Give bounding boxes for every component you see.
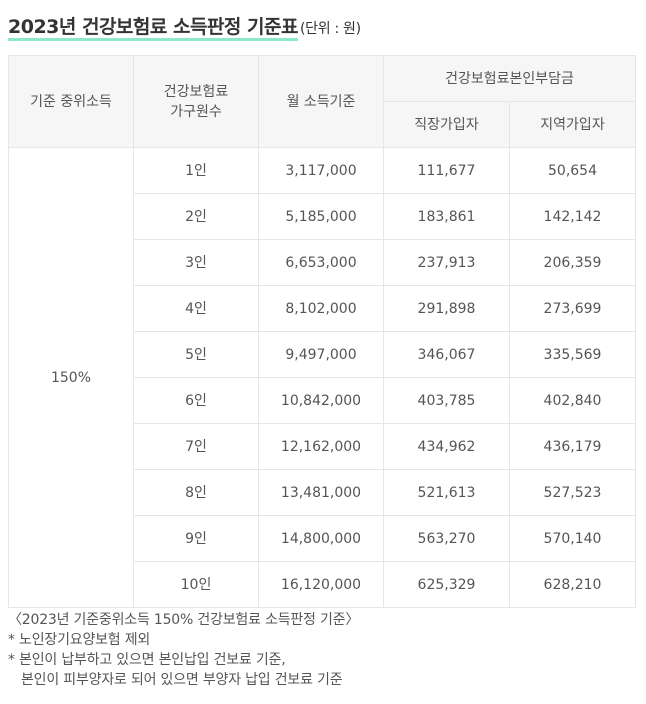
- table-row: 2인 5,185,000 183,861 142,142: [9, 193, 636, 240]
- regional-premium-cell: 628,210: [509, 561, 636, 608]
- household-members-cell: 1인: [133, 147, 259, 194]
- header-monthly-income: 월 소득기준: [258, 55, 384, 148]
- regional-premium-cell: 273,699: [509, 285, 636, 332]
- header-household-line2: 가구원수: [170, 103, 222, 120]
- employee-premium-cell: 183,861: [383, 193, 510, 240]
- household-members-cell: 2인: [133, 193, 259, 240]
- monthly-income-cell: 6,653,000: [258, 239, 384, 286]
- footnote-1: * 노인장기요양보험 제외: [8, 632, 151, 648]
- header-median-income: 기준 중위소득: [8, 55, 134, 148]
- regional-premium-cell: 402,840: [509, 377, 636, 424]
- header-household-line1: 건강보험료: [163, 83, 229, 100]
- monthly-income-cell: 10,842,000: [258, 377, 384, 424]
- table-row: 8인 13,481,000 521,613 527,523: [9, 469, 636, 516]
- footnote-2-line1: * 본인이 납부하고 있으면 본인납입 건보료 기준,: [8, 652, 286, 668]
- employee-premium-cell: 403,785: [383, 377, 510, 424]
- household-members-cell: 6인: [133, 377, 259, 424]
- regional-premium-cell: 206,359: [509, 239, 636, 286]
- header-employee: 직장가입자: [383, 101, 510, 148]
- household-members-cell: 5인: [133, 331, 259, 378]
- income-standard-table: 기준 중위소득 건강보험료 가구원수 월 소득기준 건강보험료본인부담금 직장가…: [8, 55, 636, 608]
- employee-premium-cell: 237,913: [383, 239, 510, 286]
- table-row: 9인 14,800,000 563,270 570,140: [9, 515, 636, 562]
- table-header-row: 기준 중위소득 건강보험료 가구원수 월 소득기준 건강보험료본인부담금: [8, 55, 636, 148]
- table-body: 150% 1인 3,117,000 111,677 50,654 2인 5,185,000 1…: [8, 147, 636, 608]
- household-members-cell: 8인: [133, 469, 259, 516]
- header-regional: 지역가입자: [509, 101, 636, 148]
- table-row: 5인 9,497,000 346,067 335,569: [9, 331, 636, 378]
- monthly-income-cell: 5,185,000: [258, 193, 384, 240]
- table-row: 150% 1인 3,117,000 111,677 50,654: [8, 147, 636, 608]
- regional-premium-cell: 50,654: [509, 147, 636, 194]
- monthly-income-cell: 9,497,000: [258, 331, 384, 378]
- table-row: 10인 16,120,000 625,329 628,210: [9, 561, 636, 608]
- employee-premium-cell: 111,677: [383, 147, 510, 194]
- header-self-pay: 건강보험료본인부담금: [383, 55, 636, 102]
- regional-premium-cell: 142,142: [509, 193, 636, 240]
- regional-premium-cell: 335,569: [509, 331, 636, 378]
- table-row: 6인 10,842,000 403,785 402,840: [9, 377, 636, 424]
- employee-premium-cell: 563,270: [383, 515, 510, 562]
- employee-premium-cell: 291,898: [383, 285, 510, 332]
- household-members-cell: 3인: [133, 239, 259, 286]
- header-household-members: 건강보험료 가구원수: [133, 55, 259, 148]
- regional-premium-cell: 436,179: [509, 423, 636, 470]
- monthly-income-cell: 3,117,000: [258, 147, 384, 194]
- monthly-income-cell: 16,120,000: [258, 561, 384, 608]
- monthly-income-cell: 8,102,000: [258, 285, 384, 332]
- monthly-income-cell: 14,800,000: [258, 515, 384, 562]
- footnote-caption: 〈2023년 기준중위소득 150% 건강보험료 소득판정 기준〉: [8, 612, 360, 628]
- median-income-cell: 150%: [8, 147, 134, 608]
- regional-premium-cell: 527,523: [509, 469, 636, 516]
- table-row: 7인 12,162,000 434,962 436,179: [9, 423, 636, 470]
- monthly-income-cell: 12,162,000: [258, 423, 384, 470]
- monthly-income-cell: 13,481,000: [258, 469, 384, 516]
- title-main: 2023년 건강보험료 소득판정 기준표: [8, 12, 298, 42]
- regional-premium-cell: 570,140: [509, 515, 636, 562]
- employee-premium-cell: 434,962: [383, 423, 510, 470]
- household-members-cell: 4인: [133, 285, 259, 332]
- table-row: 4인 8,102,000 291,898 273,699: [9, 285, 636, 332]
- table-subheader-row: 직장가입자 지역가입자: [9, 101, 636, 148]
- household-members-cell: 7인: [133, 423, 259, 470]
- employee-premium-cell: 625,329: [383, 561, 510, 608]
- household-members-cell: 9인: [133, 515, 259, 562]
- page-title: 2023년 건강보험료 소득판정 기준표 (단위 : 원): [8, 12, 361, 42]
- footnote-2-line2: 본인이 피부양자로 되어 있으면 부양자 납입 건보료 기준: [21, 672, 343, 688]
- title-unit: (단위 : 원): [299, 21, 361, 37]
- household-members-cell: 10인: [133, 561, 259, 608]
- footnotes: 〈2023년 기준중위소득 150% 건강보험료 소득판정 기준〉 * 노인장기…: [8, 610, 359, 690]
- table-row: 3인 6,653,000 237,913 206,359: [9, 239, 636, 286]
- employee-premium-cell: 521,613: [383, 469, 510, 516]
- employee-premium-cell: 346,067: [383, 331, 510, 378]
